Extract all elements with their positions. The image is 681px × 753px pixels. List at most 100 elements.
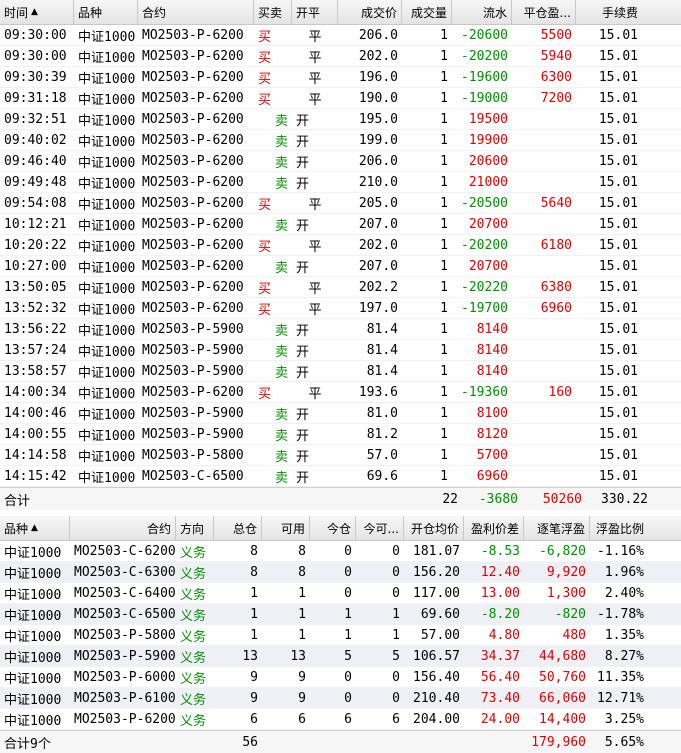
- trade-flow: 21000: [468, 174, 508, 190]
- trade-product: 中证1000: [78, 428, 136, 444]
- pcol-today-avail[interactable]: 今可...: [356, 516, 404, 540]
- total-volume: 22: [442, 491, 458, 507]
- trade-row[interactable]: 10:20:22 中证1000 MO2503-P-6200 买 平 202.0 1 -2020…: [0, 235, 681, 256]
- trade-side: 卖: [274, 134, 288, 150]
- col-fee[interactable]: 手续费: [601, 5, 638, 20]
- position-row[interactable]: 中证1000 MO2503-C-6200 义务 8 8 0 0 181.07 -8.53 -6,8…: [0, 541, 681, 562]
- position-row[interactable]: 中证1000 MO2503-P-6100 义务 9 9 0 0 210.40 73.40 66,0…: [0, 688, 681, 709]
- trade-row[interactable]: 14:00:55 中证1000 MO2503-P-5900 卖开 81.2 1 8120 15…: [0, 424, 681, 445]
- pcol-total[interactable]: 总仓: [214, 516, 262, 540]
- trade-flow: 8120: [476, 426, 508, 442]
- trade-row[interactable]: 09:40:02 中证1000 MO2503-P-6200 卖开 199.0 1 19900…: [0, 130, 681, 151]
- position-row[interactable]: 中证1000 MO2503-C-6500 义务 1 1 1 1 69.60 -8.20 -820-…: [0, 604, 681, 625]
- pos-float-pnl: 1,300: [546, 585, 586, 601]
- trade-row[interactable]: 14:00:46 中证1000 MO2503-P-5900 卖开 81.0 1 8100 15…: [0, 403, 681, 424]
- trade-side: 买: [258, 29, 272, 45]
- trade-product: 中证1000: [78, 176, 136, 192]
- trade-row[interactable]: 14:14:58 中证1000 MO2503-P-5800 卖开 57.0 1 5700 15…: [0, 445, 681, 466]
- trade-row[interactable]: 09:31:18 中证1000 MO2503-P-6200 买 平 190.0 1 -1900…: [0, 88, 681, 109]
- trade-time: 14:00:34: [4, 384, 67, 400]
- trade-row[interactable]: 13:58:57 中证1000 MO2503-P-5900 卖开 81.4 1 8140 15…: [0, 361, 681, 382]
- trade-row[interactable]: 09:30:00 中证1000 MO2503-P-6200 买 平 206.0 1 -2060…: [0, 25, 681, 46]
- pcol-available[interactable]: 可用: [262, 516, 310, 540]
- col-price[interactable]: 成交价: [338, 0, 402, 24]
- trade-close-pnl: 160: [548, 384, 572, 400]
- trade-time: 13:52:32: [4, 300, 67, 316]
- position-row[interactable]: 中证1000 MO2503-P-6000 义务 9 9 0 0 156.40 56.40 50,7…: [0, 667, 681, 688]
- trade-row[interactable]: 09:54:08 中证1000 MO2503-P-6200 买 平 205.0 1 -2050…: [0, 193, 681, 214]
- col-openclose[interactable]: 开平: [292, 0, 338, 24]
- trade-row[interactable]: 09:46:40 中证1000 MO2503-P-6200 卖开 206.0 1 20600…: [0, 151, 681, 172]
- pos-today: 0: [344, 690, 352, 706]
- trade-product: 中证1000: [78, 155, 136, 171]
- panel-divider[interactable]: [0, 510, 681, 516]
- col-time[interactable]: 时间 ▲: [0, 0, 74, 24]
- position-row[interactable]: 中证1000 MO2503-P-5800 义务 1 1 1 1 57.00 4.80 480 1.3…: [0, 625, 681, 646]
- trade-price: 206.0: [358, 153, 398, 169]
- trade-side: 买: [258, 386, 272, 402]
- col-volume[interactable]: 成交量: [402, 0, 452, 24]
- pcol-price-diff[interactable]: 盈利价差: [464, 516, 524, 540]
- trade-row[interactable]: 14:15:42 中证1000 MO2503-C-6500 卖开 69.6 1 6960 15…: [0, 466, 681, 487]
- position-row[interactable]: 中证1000 MO2503-C-6300 义务 8 8 0 0 156.20 12.40 9,92…: [0, 562, 681, 583]
- col-close-pnl[interactable]: 平仓盈...: [512, 0, 576, 24]
- trade-volume: 1: [440, 426, 448, 442]
- pcol-direction[interactable]: 方向: [176, 516, 214, 540]
- trade-time: 10:27:00: [4, 258, 67, 274]
- pos-contract: MO2503-C-6500: [74, 606, 176, 622]
- trade-fee: 15.01: [598, 426, 638, 442]
- position-row[interactable]: 中证1000 MO2503-P-5900 义务 13 13 5 5 106.57 34.37 44…: [0, 646, 681, 667]
- trade-side: 买: [258, 92, 272, 108]
- trade-row[interactable]: 10:12:21 中证1000 MO2503-P-6200 卖开 207.0 1 20700…: [0, 214, 681, 235]
- col-contract[interactable]: 合约: [138, 0, 254, 24]
- trade-time: 09:46:40: [4, 153, 67, 169]
- position-row[interactable]: 中证1000 MO2503-C-6400 义务 1 1 0 0 117.00 13.00 1,30…: [0, 583, 681, 604]
- trade-product: 中证1000: [78, 71, 136, 87]
- pos-available: 1: [298, 627, 306, 643]
- trade-side: 卖: [274, 323, 288, 339]
- trade-price: 202.0: [358, 237, 398, 253]
- trade-openclose: 开: [296, 449, 310, 465]
- trade-row[interactable]: 13:57:24 中证1000 MO2503-P-5900 卖开 81.4 1 8140 15…: [0, 340, 681, 361]
- trade-volume: 1: [440, 195, 448, 211]
- trade-contract: MO2503-P-6200: [142, 279, 244, 295]
- pcol-float-ratio[interactable]: 浮盈比例: [595, 521, 644, 536]
- trade-contract: MO2503-P-6200: [142, 69, 244, 85]
- col-product[interactable]: 品种: [74, 0, 138, 24]
- trade-row[interactable]: 10:27:00 中证1000 MO2503-P-6200 卖开 207.0 1 20700…: [0, 256, 681, 277]
- pos-today-avail: 0: [392, 543, 400, 559]
- trade-row[interactable]: 13:56:22 中证1000 MO2503-P-5900 卖开 81.4 1 8140 15…: [0, 319, 681, 340]
- trade-row[interactable]: 14:00:34 中证1000 MO2503-P-6200 买 平 193.6 1 -1936…: [0, 382, 681, 403]
- pos-price-diff: 13.00: [480, 585, 520, 601]
- pos-total: 6: [250, 711, 258, 727]
- trade-contract: MO2503-P-6200: [142, 300, 244, 316]
- pos-total-ratio: 5.65%: [604, 734, 644, 750]
- trade-row[interactable]: 09:49:48 中证1000 MO2503-P-6200 卖开 210.0 1 21000…: [0, 172, 681, 193]
- trade-row[interactable]: 13:50:05 中证1000 MO2503-P-6200 买 平 202.2 1 -2022…: [0, 277, 681, 298]
- col-side[interactable]: 买卖: [254, 0, 292, 24]
- pcol-contract[interactable]: 合约: [70, 516, 176, 540]
- pos-float-ratio: 8.27%: [604, 648, 644, 664]
- trade-time: 09:30:00: [4, 48, 67, 64]
- trade-flow: 8140: [476, 363, 508, 379]
- trade-product: 中证1000: [78, 134, 136, 150]
- trade-row[interactable]: 09:32:51 中证1000 MO2503-P-6200 卖开 195.0 1 19500…: [0, 109, 681, 130]
- trade-price: 202.0: [358, 48, 398, 64]
- pos-today-avail: 5: [392, 648, 400, 664]
- pos-total-label: 合计9个: [4, 736, 51, 752]
- col-flow[interactable]: 流水: [452, 0, 512, 24]
- trade-row[interactable]: 09:30:00 中证1000 MO2503-P-6200 买 平 202.0 1 -2020…: [0, 46, 681, 67]
- pcol-avg-price[interactable]: 开仓均价: [404, 516, 464, 540]
- position-row[interactable]: 中证1000 MO2503-P-6200 义务 6 6 6 6 204.00 24.00 14,4…: [0, 709, 681, 730]
- pcol-today[interactable]: 今仓: [310, 516, 356, 540]
- trade-side: 买: [258, 281, 272, 297]
- trade-contract: MO2503-P-6200: [142, 237, 244, 253]
- pos-price-diff: 73.40: [480, 690, 520, 706]
- trade-row[interactable]: 13:52:32 中证1000 MO2503-P-6200 买 平 197.0 1 -1970…: [0, 298, 681, 319]
- trade-row[interactable]: 09:30:39 中证1000 MO2503-P-6200 买 平 196.0 1 -1960…: [0, 67, 681, 88]
- trade-contract: MO2503-P-6200: [142, 216, 244, 232]
- pcol-product[interactable]: 品种 ▲: [0, 516, 70, 540]
- pos-contract: MO2503-P-6200: [74, 711, 176, 727]
- pcol-float-pnl[interactable]: 逐笔浮盈: [524, 516, 590, 540]
- trade-openclose: 平: [308, 197, 322, 213]
